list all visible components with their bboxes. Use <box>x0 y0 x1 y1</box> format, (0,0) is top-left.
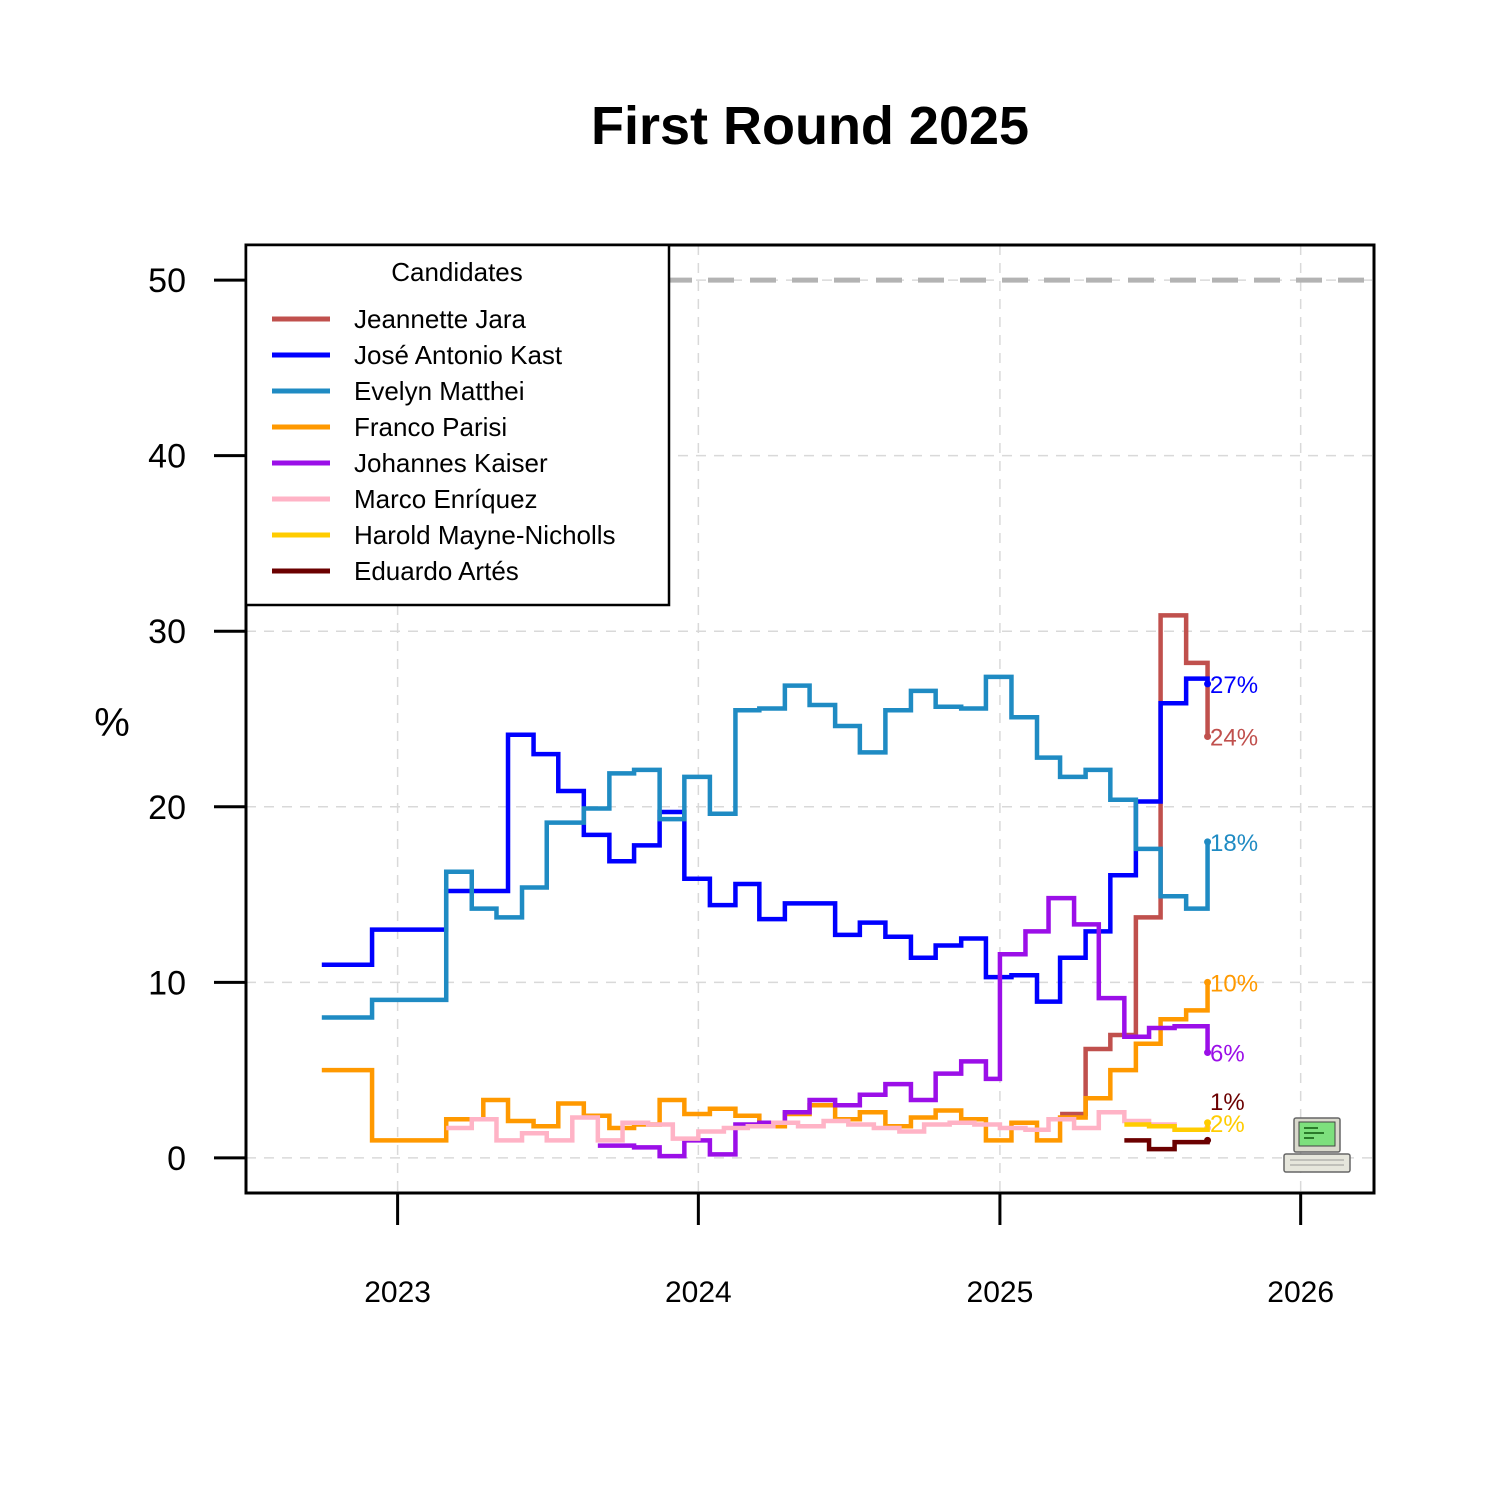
series-end-label: 24% <box>1210 725 1258 752</box>
series-end-label: 1% <box>1210 1089 1245 1116</box>
x-tick-label: 2023 <box>364 1276 431 1309</box>
y-axis-label: % <box>94 701 130 745</box>
y-tick-label: 0 <box>167 1140 186 1178</box>
legend-label: Marco Enríquez <box>354 484 538 514</box>
legend-label: Harold Mayne-Nicholls <box>354 520 616 550</box>
y-tick-label: 20 <box>148 789 186 827</box>
series-line <box>1060 613 1210 1117</box>
series-end-point <box>1204 1136 1212 1144</box>
series-line <box>321 982 1210 1143</box>
series-end-label: 10% <box>1210 970 1258 997</box>
x-tick-label: 2024 <box>665 1276 732 1309</box>
series-end-point <box>1204 978 1212 986</box>
series-end-point <box>1204 680 1212 688</box>
y-tick-label: 30 <box>148 613 186 651</box>
series-end-label: 6% <box>1210 1041 1245 1068</box>
legend-title: Candidates <box>391 257 523 287</box>
series-end-label: 2% <box>1210 1111 1245 1138</box>
y-tick-label: 50 <box>148 262 186 300</box>
legend-label: Johannes Kaiser <box>354 448 548 478</box>
legend: Candidates Jeannette Jara José Antonio Ka… <box>244 243 671 607</box>
series-end-point <box>1204 1119 1212 1127</box>
end-labels: 24% 27% 18% 10% 6% 2%1% <box>1210 672 1258 1138</box>
y-tick-label: 10 <box>148 964 186 1002</box>
y-axis: 0 10 20 30 40 50 <box>148 262 246 1178</box>
legend-label: Jeannette Jara <box>354 304 527 334</box>
series-line <box>1124 1122 1210 1133</box>
series-end-point <box>1204 838 1212 846</box>
series-line <box>321 674 1210 1020</box>
computer-icon <box>1283 1117 1351 1173</box>
y-tick-label: 40 <box>148 438 186 476</box>
chart-title: First Round 2025 <box>591 96 1029 156</box>
series-end-label: 18% <box>1210 830 1258 857</box>
series-end-point <box>1204 1049 1212 1057</box>
series-line <box>446 1109 1210 1143</box>
series-end-point <box>1204 733 1212 741</box>
x-axis: 2023 2024 2025 2026 <box>364 1193 1334 1309</box>
plot-frame <box>244 243 1376 1195</box>
legend-label: Evelyn Matthei <box>354 376 525 406</box>
series-line <box>597 895 1210 1159</box>
legend-label: Eduardo Artés <box>354 556 519 586</box>
series-layer <box>321 613 1212 1159</box>
x-tick-label: 2025 <box>967 1276 1034 1309</box>
legend-label: José Antonio Kast <box>354 340 563 370</box>
x-tick-label: 2026 <box>1267 1276 1334 1309</box>
series-line <box>321 676 1210 1004</box>
series-end-label: 27% <box>1210 672 1258 699</box>
legend-label: Franco Parisi <box>354 412 507 442</box>
series-line <box>1124 1138 1210 1152</box>
